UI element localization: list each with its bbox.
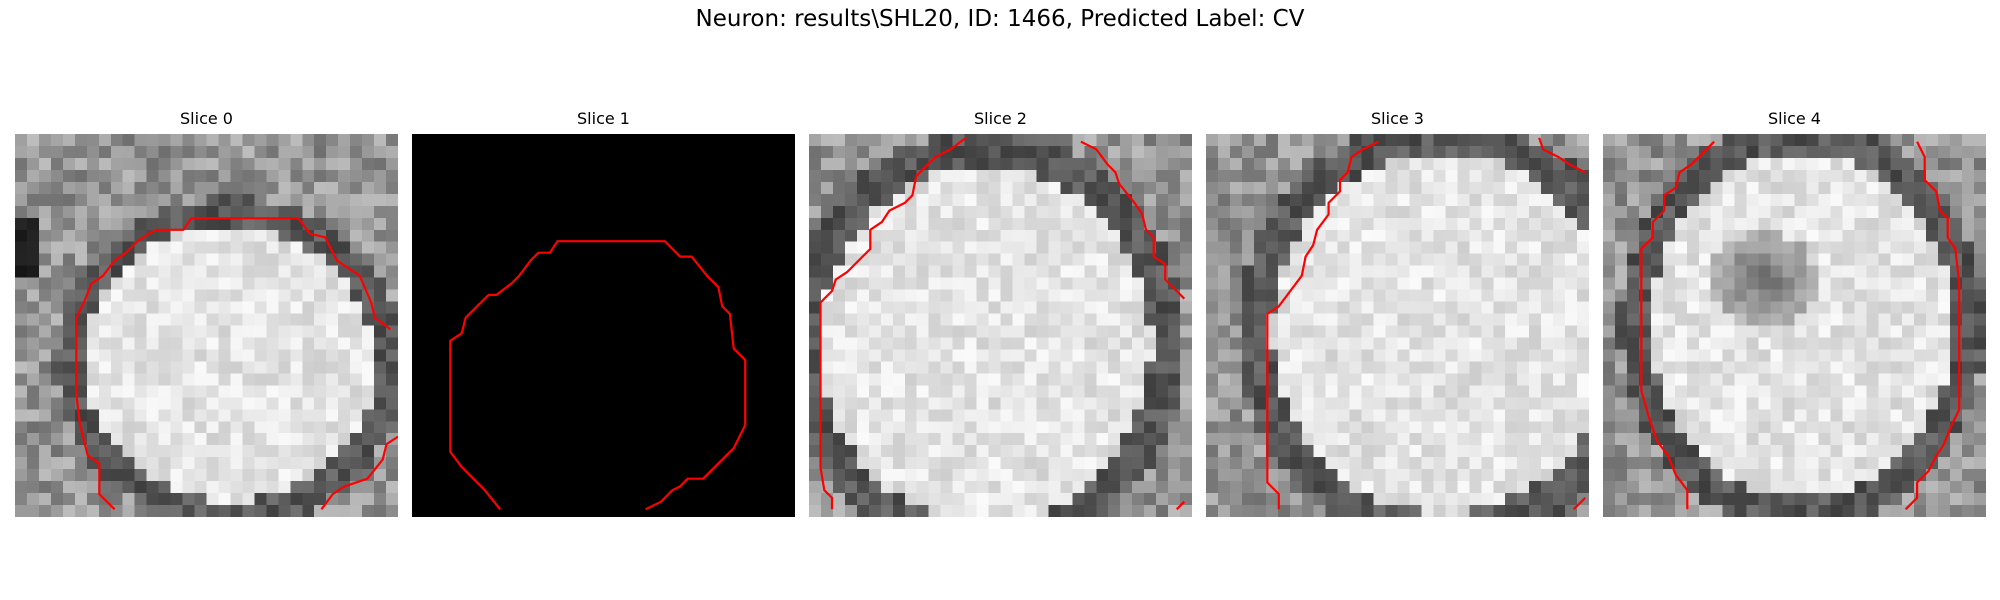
slice-panel-0: Slice 0 [15, 108, 398, 517]
slice-panel-3: Slice 3 [1206, 108, 1589, 517]
slice-title: Slice 1 [577, 109, 630, 128]
contour-overlay [449, 240, 747, 511]
slice-image [1206, 134, 1589, 517]
contour-line [1175, 500, 1186, 511]
slice-title: Slice 0 [180, 109, 233, 128]
contour-line [320, 435, 398, 510]
slice-image [15, 134, 398, 517]
slice-panel-4: Slice 4 [1603, 108, 1986, 517]
contour-line [1538, 137, 1586, 174]
contour-line [75, 217, 391, 511]
slice-panel-2: Slice 2 [809, 108, 1192, 517]
slice-title: Slice 2 [974, 109, 1027, 128]
slice-panel-1: Slice 1 [412, 108, 795, 517]
slice-image [809, 134, 1192, 517]
contour-overlay [75, 217, 398, 511]
contour-line [1904, 141, 1961, 511]
contour-overlay [1266, 137, 1586, 511]
slice-title: Slice 4 [1768, 109, 1821, 128]
contour-line [819, 136, 967, 510]
contour-line [1640, 140, 1715, 510]
contour-overlay [819, 136, 1186, 511]
contour-line [1266, 140, 1379, 510]
contour-line [1572, 497, 1586, 511]
figure-title: Neuron: results\SHL20, ID: 1466, Predict… [695, 6, 1305, 32]
contour-line [449, 240, 747, 511]
contour-line [1080, 140, 1186, 300]
slice-title: Slice 3 [1371, 109, 1424, 128]
contour-overlay [1640, 140, 1961, 511]
